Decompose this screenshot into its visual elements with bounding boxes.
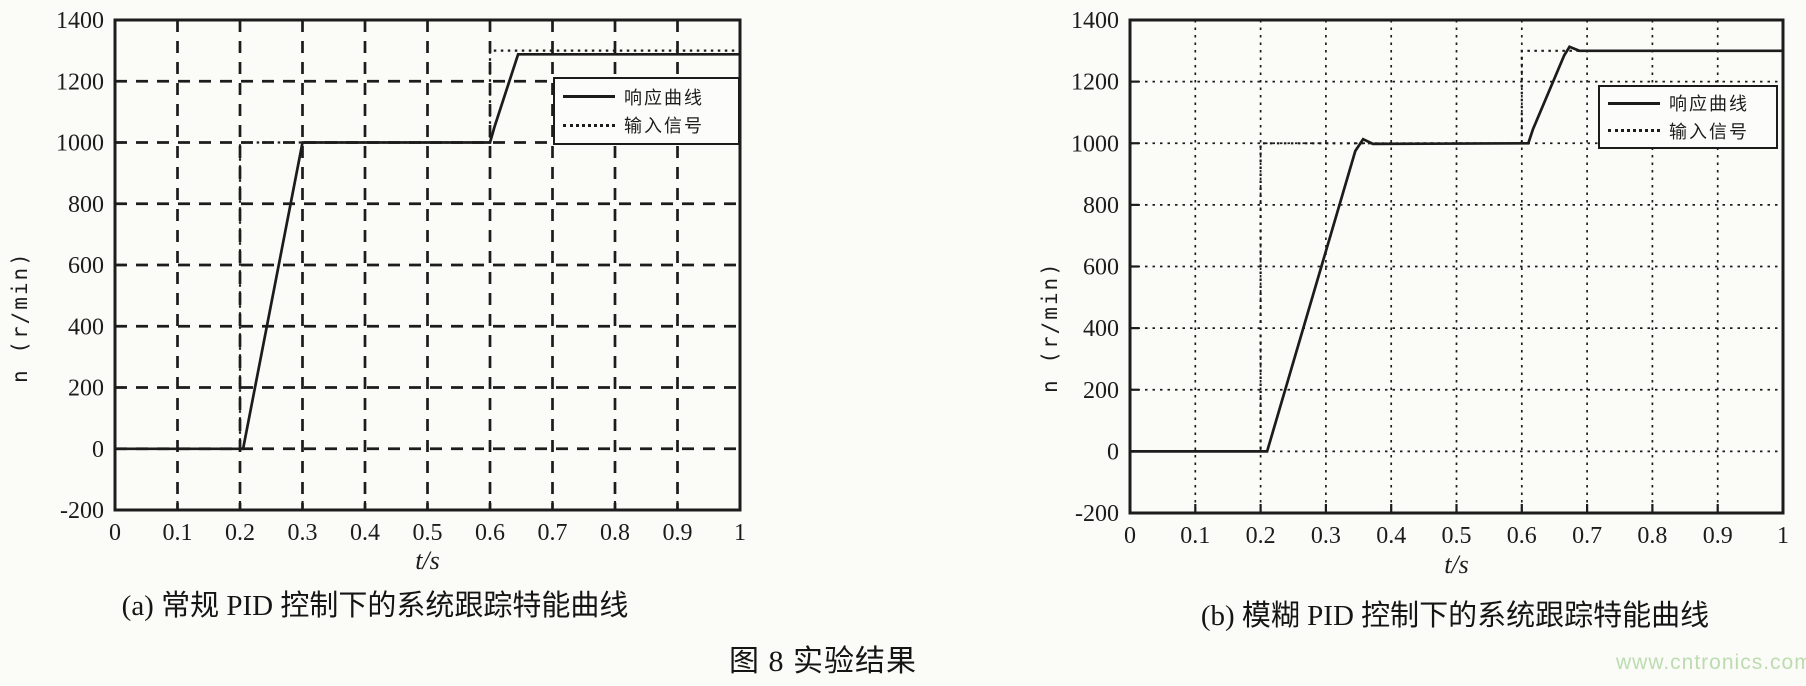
series-solid — [115, 52, 740, 451]
legend-label-input-signal: 输入信号 — [1669, 121, 1749, 142]
x-tick-label: 0.2 — [225, 520, 255, 546]
y-tick-label: 1200 — [1071, 70, 1119, 96]
y-tick-label: 1000 — [56, 131, 104, 157]
x-tick-label: 0.4 — [1376, 523, 1406, 549]
x-tick-label: 0 — [109, 520, 121, 546]
x-tick-label: 0.4 — [350, 520, 380, 546]
chart-a-caption: (a) 常规 PID 控制下的系统跟踪特能曲线 — [121, 590, 629, 622]
chart-b-plot-area: 0 0.1 0.2 0.3 0.4 0.5 0.6 0.7 0.8 0.9 1-2000200400… — [1071, 8, 1789, 549]
x-tick-label: 1 — [1777, 523, 1789, 549]
plot-border — [1128, 18, 1785, 515]
y-tick-label: 1000 — [1071, 131, 1119, 157]
x-tick-label: 0.8 — [1637, 523, 1667, 549]
y-tick-label: 200 — [68, 376, 104, 402]
y-tick-label: 200 — [1083, 378, 1119, 404]
x-tick-label: 0.8 — [600, 520, 630, 546]
x-tick-label: 1 — [734, 520, 746, 546]
watermark-text: www.cntronics.com — [1616, 651, 1806, 674]
y-tick-label: 800 — [68, 192, 104, 218]
y-tick-label: 600 — [68, 253, 104, 279]
x-tick-label: 0.1 — [163, 520, 193, 546]
chart-b-legend: 响应曲线 输入信号 — [1598, 85, 1778, 149]
chart-b-legend-row-response: 响应曲线 — [1608, 90, 1768, 116]
y-tick-label: 1200 — [56, 69, 104, 95]
x-tick-label: 0.5 — [1442, 523, 1472, 549]
x-tick-label: 0.6 — [475, 520, 505, 546]
y-tick-label: -200 — [60, 498, 104, 524]
chart-b-x-axis-label: t/s — [1444, 550, 1469, 579]
legend-label-response-curve: 响应曲线 — [1669, 94, 1749, 115]
x-tick-label: 0.2 — [1246, 523, 1276, 549]
y-tick-label: 1400 — [56, 8, 104, 34]
y-tick-label: 600 — [1083, 255, 1119, 281]
x-tick-label: 0.5 — [413, 520, 443, 546]
x-tick-label: 0.7 — [538, 520, 568, 546]
y-tick-label: 0 — [92, 437, 104, 463]
legend-label-response-curve: 响应曲线 — [624, 87, 704, 108]
chart-a-plot-area: 0 0.1 0.2 0.3 0.4 0.5 0.6 0.7 0.8 0.9 1-2000200400… — [56, 8, 746, 546]
chart-b-caption: (b) 模糊 PID 控制下的系统跟踪特能曲线 — [1200, 600, 1710, 632]
chart-a-legend-row-response: 响应曲线 — [563, 84, 730, 110]
chart-b-y-axis-label: n (r/min) — [1038, 261, 1062, 393]
y-tick-label: 0 — [1107, 439, 1119, 465]
y-tick-label: 400 — [68, 314, 104, 340]
chart-b-legend-row-input: 输入信号 — [1608, 118, 1768, 144]
chart-b-fuzzy-pid: 0 0.1 0.2 0.3 0.4 0.5 0.6 0.7 0.8 0.9 1 -200 0 200 400… — [900, 0, 1806, 645]
x-tick-label: 0.1 — [1180, 523, 1210, 549]
y-tick-label: 1400 — [1071, 8, 1119, 34]
chart-a-legend-row-input: 输入信号 — [563, 112, 730, 138]
y-tick-label: 400 — [1083, 316, 1119, 342]
x-tick-label: 0.9 — [663, 520, 693, 546]
y-tick-label: 800 — [1083, 193, 1119, 219]
solid-line-sample — [563, 95, 615, 99]
x-tick-label: 0.3 — [288, 520, 318, 546]
x-tick-label: 0.3 — [1311, 523, 1341, 549]
chart-a-legend: 响应曲线 输入信号 — [553, 77, 740, 145]
figure-caption: 图 8 实验结果 — [729, 645, 917, 678]
series-solid — [1130, 45, 1783, 453]
dotted-line-sample — [1608, 129, 1660, 133]
x-tick-label: 0.7 — [1572, 523, 1602, 549]
y-tick-label: -200 — [1075, 501, 1119, 527]
x-tick-label: 0.6 — [1507, 523, 1537, 549]
chart-a-x-axis-label: t/s — [415, 546, 440, 575]
x-tick-label: 0.9 — [1703, 523, 1733, 549]
chart-a-conventional-pid: 0 0.1 0.2 0.3 0.4 0.5 0.6 0.7 0.8 0.9 1 -200 0 200 400… — [0, 0, 790, 645]
chart-a-y-axis-label: n (r/min) — [8, 251, 32, 383]
solid-line-sample — [1608, 101, 1660, 105]
dotted-line-sample — [563, 123, 615, 127]
plot-border — [113, 18, 742, 512]
legend-label-input-signal: 输入信号 — [624, 116, 704, 137]
x-tick-label: 0 — [1124, 523, 1136, 549]
